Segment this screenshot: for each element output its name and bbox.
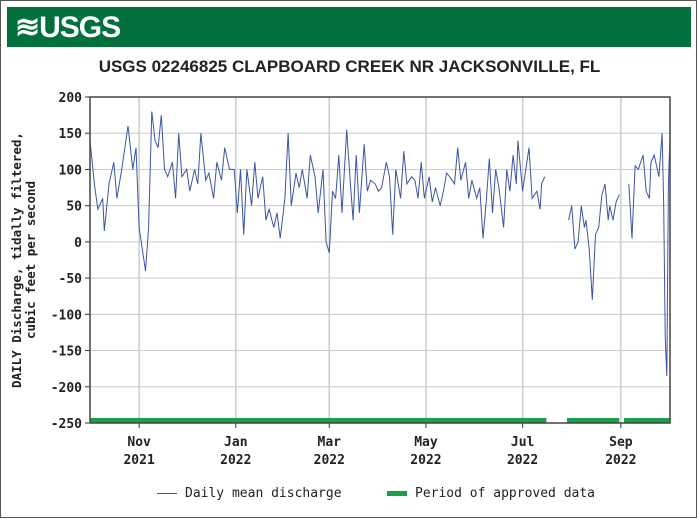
y-tick-label: 100 xyxy=(59,163,83,178)
x-tick-year: 2022 xyxy=(605,453,636,468)
usgs-banner: ≋USGS xyxy=(7,7,691,47)
x-tick-year: 2022 xyxy=(220,453,251,468)
y-tick-label: -100 xyxy=(51,308,82,323)
x-tick-month: May xyxy=(414,435,438,450)
approved-period-bar xyxy=(90,418,547,423)
x-tick-month: Jul xyxy=(511,435,534,450)
chart-title: USGS 02246825 CLAPBOARD CREEK NR JACKSON… xyxy=(98,57,601,76)
x-tick-month: Jan xyxy=(224,435,247,450)
x-tick-month: Nov xyxy=(127,435,151,450)
discharge-line xyxy=(89,111,546,271)
plot-area xyxy=(90,97,670,423)
approved-period-bar xyxy=(624,418,670,423)
y-tick-label: 50 xyxy=(66,200,82,215)
legend-line-swatch xyxy=(157,493,177,494)
legend-item-approved: Period of approved data xyxy=(387,486,595,501)
y-tick-label: 0 xyxy=(74,236,82,251)
legend-bar-swatch xyxy=(387,491,407,496)
discharge-line xyxy=(628,133,671,376)
approved-period-bar xyxy=(566,418,620,423)
y-tick-label: -150 xyxy=(51,345,82,360)
y-tick-label: -50 xyxy=(59,272,83,287)
x-tick-month: Mar xyxy=(318,435,342,450)
discharge-line xyxy=(568,183,620,300)
y-tick-label: -250 xyxy=(51,417,82,432)
legend-item-discharge: Daily mean discharge xyxy=(157,486,342,501)
x-tick-year: 2022 xyxy=(314,453,345,468)
plot-border xyxy=(89,96,671,424)
y-tick-label: 150 xyxy=(59,127,83,142)
y-tick-label: 200 xyxy=(59,91,83,106)
y-axis-label: cubic feet per second xyxy=(23,181,38,339)
x-tick-year: 2021 xyxy=(123,453,154,468)
x-tick-month: Sep xyxy=(609,435,633,450)
legend-label: Daily mean discharge xyxy=(185,486,342,501)
y-axis-label: DAILY Discharge, tidally filtered, xyxy=(9,132,24,388)
y-tick-label: -200 xyxy=(51,381,82,396)
usgs-logo: ≋USGS xyxy=(15,11,121,44)
x-tick-year: 2022 xyxy=(507,453,538,468)
x-tick-year: 2022 xyxy=(410,453,441,468)
legend-label: Period of approved data xyxy=(415,486,596,501)
